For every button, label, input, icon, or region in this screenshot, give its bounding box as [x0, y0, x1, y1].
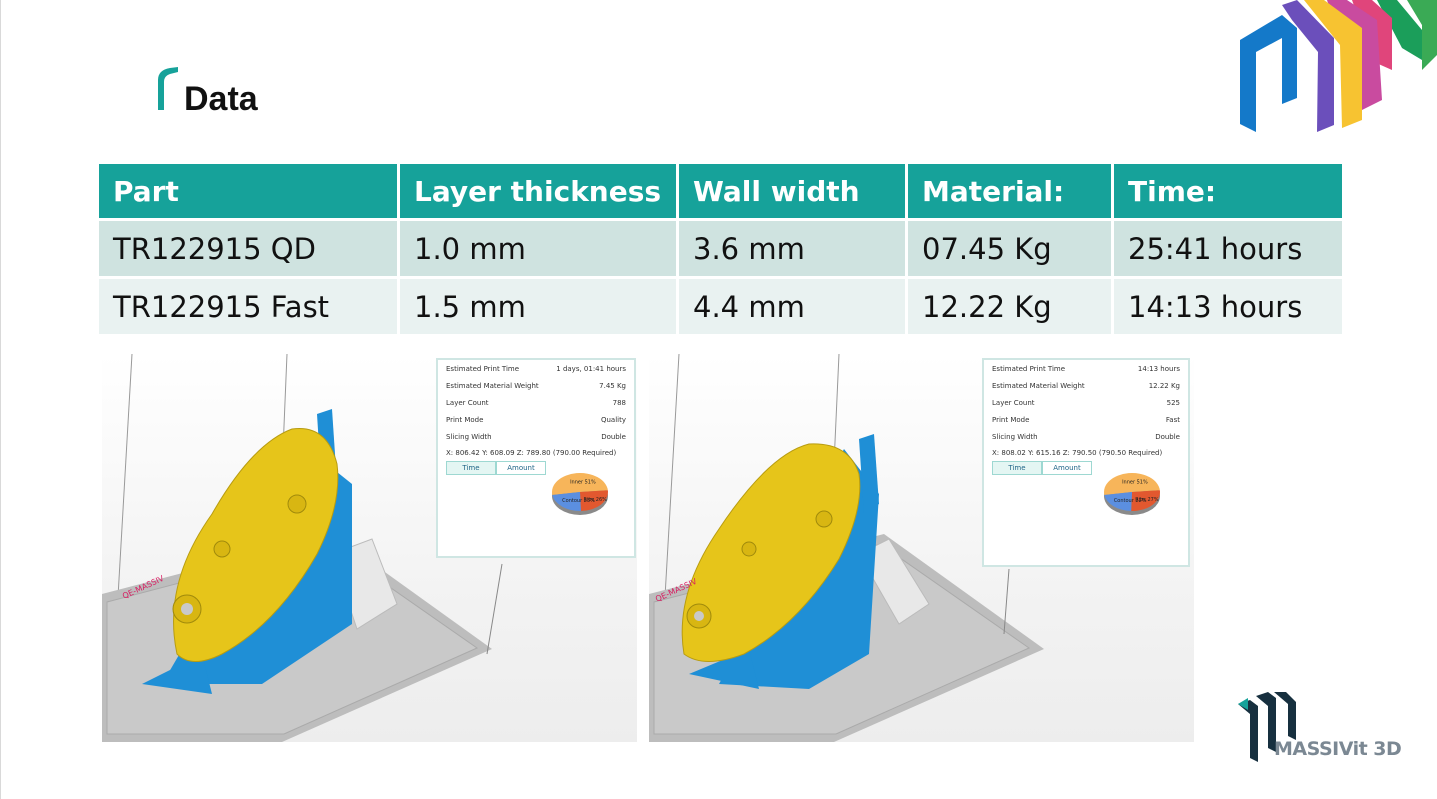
header-wall-width: Wall width: [679, 164, 905, 218]
pie-slice: [1104, 492, 1132, 511]
stat-value: 7.45 Kg: [599, 381, 626, 390]
cell-layer-thickness: 1.5 mm: [400, 279, 676, 334]
title-bracket-icon: [158, 67, 178, 110]
slicer-screenshot-quality: QE-MASSIV Estimated Print Time 1 days, 0…: [102, 354, 637, 742]
stat-row: Layer Count 525: [984, 394, 1188, 411]
stat-value: Double: [1155, 432, 1180, 441]
stat-label: Slicing Width: [446, 432, 492, 441]
tab-amount[interactable]: Amount: [496, 461, 546, 475]
stat-row: Print Mode Quality: [438, 411, 634, 428]
stat-row: Layer Count 788: [438, 394, 634, 411]
print-stats-panel: Estimated Print Time 14:13 hours Estimat…: [982, 358, 1190, 567]
stat-row: Print Mode Fast: [984, 411, 1188, 428]
build-plate-scene: QE-MASSIV: [102, 354, 503, 742]
pie-slice: [1131, 490, 1160, 511]
stat-value: Double: [601, 432, 626, 441]
cell-material: 12.22 Kg: [908, 279, 1111, 334]
pie-slice: [552, 492, 581, 511]
slide-title: Data: [184, 80, 258, 118]
pie-slice: [1104, 473, 1160, 495]
header-material: Material:: [908, 164, 1111, 218]
cell-layer-thickness: 1.0 mm: [400, 221, 676, 276]
tab-time[interactable]: Time: [446, 461, 496, 475]
build-plate-scene: QE-MASSIV: [649, 354, 1044, 742]
cell-material: 07.45 Kg: [908, 221, 1111, 276]
print-stats-panel: Estimated Print Time 1 days, 01:41 hours…: [436, 358, 636, 558]
brand-stripes-decoration: [1240, 0, 1437, 132]
stat-label: Slicing Width: [992, 432, 1038, 441]
coordinates-readout: X: 806.42 Y: 608.09 Z: 789.80 (790.00 Re…: [446, 449, 617, 457]
stats-tabs: Time Amount: [446, 461, 546, 475]
material-pie-chart: Inner 51% Ribs 26%Contour 23%: [552, 473, 608, 515]
pie-slice-label: Inner 51%: [570, 480, 596, 486]
brand-name: MASSIVit 3D: [1274, 738, 1402, 760]
pie-slice-label: Ribs 27%: [1135, 497, 1159, 503]
stat-value: Quality: [600, 415, 626, 424]
stats-tabs: Time Amount: [992, 461, 1092, 475]
stat-label: Print Mode: [446, 415, 484, 424]
stat-row: Estimated Material Weight 7.45 Kg: [438, 377, 634, 394]
header-layer-thickness: Layer thickness: [400, 164, 676, 218]
print-data-table: Part Layer thickness Wall width Material…: [96, 161, 1345, 337]
stat-label: Layer Count: [992, 398, 1035, 407]
stat-label: Estimated Material Weight: [992, 381, 1085, 390]
stat-value: 788: [612, 398, 626, 407]
coordinates-readout: X: 808.02 Y: 615.16 Z: 790.50 (790.50 Re…: [992, 449, 1163, 457]
tab-time[interactable]: Time: [992, 461, 1042, 475]
stat-row: Slicing Width Double: [438, 428, 634, 445]
cell-time: 14:13 hours: [1114, 279, 1342, 334]
stat-row: Estimated Material Weight 12.22 Kg: [984, 377, 1188, 394]
table-row: TR122915 Fast 1.5 mm 4.4 mm 12.22 Kg 14:…: [99, 279, 1342, 334]
table-row: TR122915 QD 1.0 mm 3.6 mm 07.45 Kg 25:41…: [99, 221, 1342, 276]
header-time: Time:: [1114, 164, 1342, 218]
cell-wall-width: 4.4 mm: [679, 279, 905, 334]
cell-part: TR122915 QD: [99, 221, 397, 276]
stat-row: Estimated Print Time 14:13 hours: [984, 360, 1188, 377]
stat-value: 14:13 hours: [1137, 364, 1180, 373]
pie-slice-label: Contour 23%: [562, 498, 595, 504]
header-part: Part: [99, 164, 397, 218]
table-header-row: Part Layer thickness Wall width Material…: [99, 164, 1342, 218]
pie-slice-label: Contour 22%: [1114, 498, 1147, 504]
stat-row: Slicing Width Double: [984, 428, 1188, 445]
stat-row: Estimated Print Time 1 days, 01:41 hours: [438, 360, 634, 377]
pie-slice-label: Ribs 26%: [584, 497, 608, 503]
stat-label: Print Mode: [992, 415, 1030, 424]
stat-value: Fast: [1165, 415, 1180, 424]
pie-slice: [580, 490, 608, 511]
slicer-screenshot-fast: QE-MASSIV Estimated Print Time 14:13 hou…: [649, 354, 1194, 742]
stat-value: 1 days, 01:41 hours: [556, 364, 626, 373]
stat-label: Estimated Material Weight: [446, 381, 539, 390]
material-pie-chart: Inner 51% Ribs 27%Contour 22%: [1104, 473, 1160, 515]
pie-slice: [552, 473, 608, 495]
pie-slice-label: Inner 51%: [1122, 480, 1148, 486]
massivit-logo-icon: [1238, 692, 1296, 762]
stat-label: Estimated Print Time: [992, 364, 1066, 373]
stat-label: Estimated Print Time: [446, 364, 520, 373]
tab-amount[interactable]: Amount: [1042, 461, 1092, 475]
slide-edge-rule: [0, 0, 1, 799]
stat-value: 525: [1166, 398, 1180, 407]
cell-part: TR122915 Fast: [99, 279, 397, 334]
cell-wall-width: 3.6 mm: [679, 221, 905, 276]
cell-time: 25:41 hours: [1114, 221, 1342, 276]
stat-value: 12.22 Kg: [1148, 381, 1180, 390]
stat-label: Layer Count: [446, 398, 489, 407]
